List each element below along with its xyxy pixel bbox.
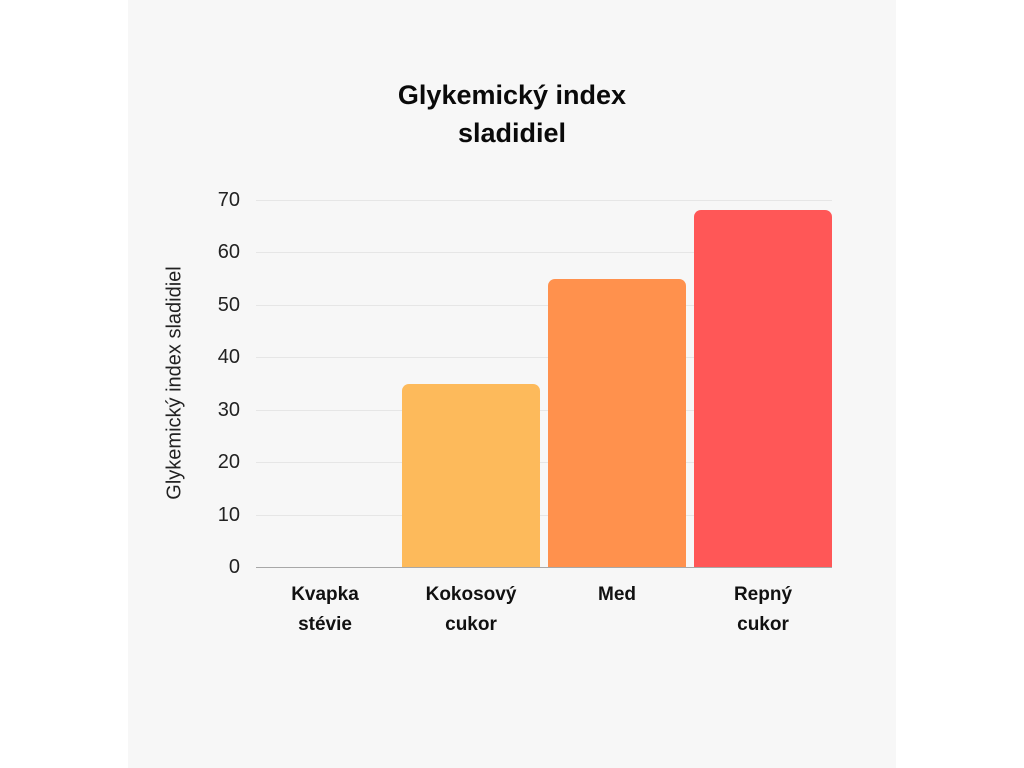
chart-panel: Glykemický index sladidiel Glykemický in… — [128, 0, 896, 768]
y-tick-label: 30 — [217, 398, 240, 421]
y-tick-label: 20 — [217, 451, 240, 474]
gridline — [256, 357, 832, 358]
y-tick-label: 0 — [228, 556, 240, 578]
x-tick-label: Repný cukor — [733, 584, 793, 635]
gridline — [256, 252, 832, 253]
y-tick-label: 10 — [217, 503, 240, 526]
chart-title: Glykemický index sladidiel — [397, 80, 627, 148]
x-tick-label: Kvapka stévie — [291, 584, 359, 635]
y-tick-label: 70 — [217, 189, 240, 211]
gridline — [256, 515, 832, 516]
plot-area — [256, 200, 840, 568]
x-tick-label: Med — [598, 584, 636, 605]
x-axis-labels: Kvapka stévie Kokosový cukor Med Repný cuko… — [256, 580, 840, 650]
y-tick-label: 60 — [217, 241, 240, 264]
y-tick-label: 50 — [217, 293, 240, 316]
bar-med — [548, 278, 686, 567]
bar-kokosovy-cukor — [402, 383, 540, 567]
gridline — [256, 410, 832, 411]
bar-repny-cukor — [694, 210, 832, 567]
x-axis-line — [256, 567, 832, 568]
gridline — [256, 305, 832, 306]
gridline — [256, 200, 832, 201]
y-tick-label: 40 — [217, 346, 240, 369]
x-tick-label: Kokosový cukor — [425, 584, 517, 635]
y-axis-ticks: 0 10 20 30 40 50 60 70 — [128, 189, 240, 578]
gridline — [256, 462, 832, 463]
